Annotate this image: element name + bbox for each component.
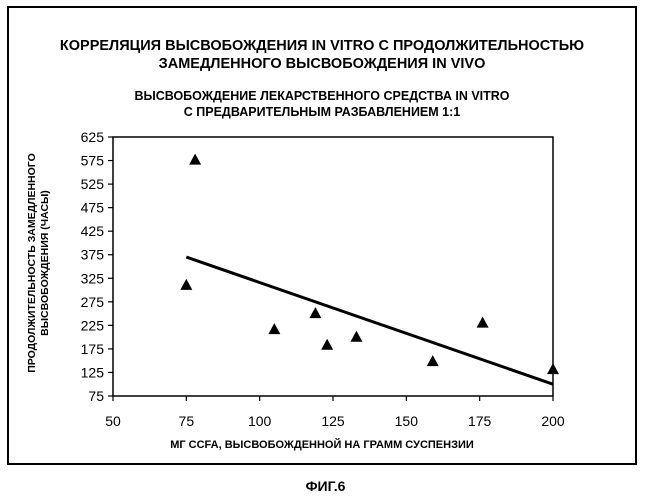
trendline [185,255,554,386]
y-axis-ticks: 75 125 175 225 275 325 375 425 475 525 575 625 [81,129,113,404]
y-tick-label: 575 [81,153,105,169]
chart-title-line-1: КОРРЕЛЯЦИЯ ВЫСВОБОЖДЕНИЯ IN VITRO С ПРОД… [59,38,585,54]
figure-label: ФИГ.6 [305,478,346,494]
x-tick-label: 50 [105,413,121,429]
data-points [180,153,559,375]
plot-area [112,136,554,397]
y-tick-label: 375 [81,247,105,263]
y-tick-label: 425 [81,223,105,239]
chart-frame [7,6,637,465]
y-tick-label: 175 [81,341,105,357]
data-point-triangle [350,330,363,342]
y-tick-label: 125 [81,364,105,380]
chart-subtitle-line-1: ВЫСВОБОЖДЕНИЕ ЛЕКАРСТВЕННОГО СРЕДСТВА IN… [134,89,510,103]
x-tick-label: 200 [541,413,565,429]
y-tick-label: 475 [81,200,105,216]
x-tick-label: 75 [179,413,195,429]
data-point-triangle [309,307,322,319]
y-tick-label: 325 [81,270,105,286]
data-point-triangle [476,316,489,328]
x-tick-label: 100 [248,413,272,429]
x-tick-label: 150 [395,413,419,429]
x-tick-label: 125 [321,413,345,429]
data-point-triangle [180,278,193,290]
y-tick-label: 625 [81,129,105,145]
x-tick-label: 175 [468,413,492,429]
y-tick-label: 525 [81,176,105,192]
data-point-triangle [268,323,281,335]
data-point-triangle [426,355,439,367]
data-point-triangle [547,363,559,375]
y-tick-label: 275 [81,294,105,310]
y-tick-label: 75 [88,388,104,404]
data-point-triangle [189,153,202,165]
chart-title-line-2: ЗАМЕДЛЕННОГО ВЫСВОБОЖДЕНИЯ IN VIVO [158,56,486,72]
y-tick-label: 225 [81,317,105,333]
x-axis-label: МГ CCFA, ВЫСВОБОЖДЕННОЙ НА ГРАММ СУСПЕНЗ… [170,439,474,451]
x-axis-ticks: 50 75 100 125 150 175 200 [105,396,565,429]
chart-subtitle-line-2: С ПРЕДВАРИТЕЛЬНЫМ РАЗБАВЛЕНИЕМ 1:1 [183,105,461,119]
data-point-triangle [321,338,334,350]
